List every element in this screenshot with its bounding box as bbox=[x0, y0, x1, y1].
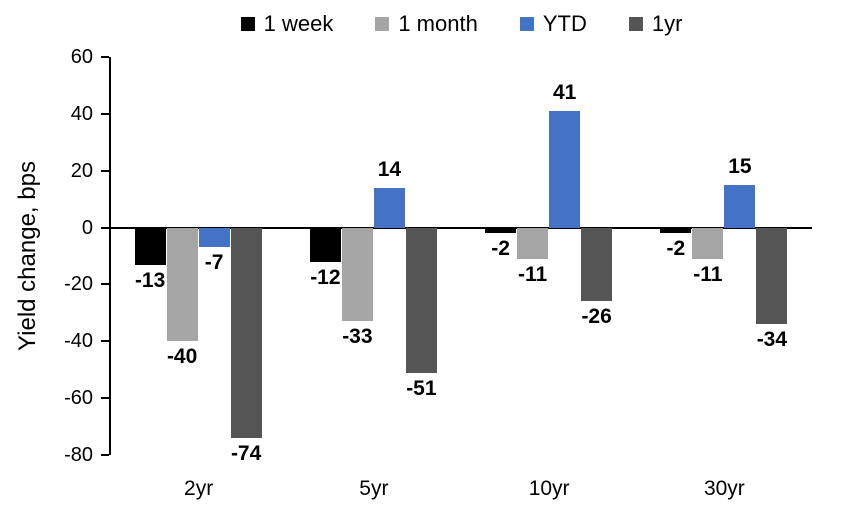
bar-1yr-10yr bbox=[581, 227, 613, 302]
legend-label-1-week: 1 week bbox=[263, 11, 334, 36]
y-tick-label-0: 0 bbox=[81, 216, 93, 239]
chart-legend: 1 week 1 month YTD 1yr bbox=[111, 8, 812, 40]
bar-1-month-5yr bbox=[341, 227, 373, 322]
bar-label-1-week-5yr: -12 bbox=[310, 265, 341, 289]
legend-item-1yr: 1yr bbox=[628, 11, 683, 36]
y-tick-label-40: 40 bbox=[70, 102, 93, 125]
legend-label-1yr: 1yr bbox=[651, 11, 683, 36]
legend-swatch-ytd bbox=[519, 17, 534, 31]
legend-item-1-month: 1 month bbox=[375, 13, 478, 35]
bar-label-1yr-10yr: -26 bbox=[581, 305, 612, 329]
y-tick-20 bbox=[101, 169, 109, 172]
y-tick-label--40: -40 bbox=[64, 330, 93, 353]
legend-swatch-1-week bbox=[240, 17, 255, 31]
bar-ytd-5yr bbox=[373, 187, 405, 228]
bar-label-1yr-30yr: -34 bbox=[756, 328, 788, 352]
x-tick-label-30yr: 30yr bbox=[703, 477, 745, 500]
y-tick--40 bbox=[101, 340, 109, 343]
y-tick-label--60: -60 bbox=[64, 387, 93, 410]
bar-1-month-30yr bbox=[692, 227, 724, 259]
plot-area: 60 40 20 0 -20 -40 -60 -80 2yr -13 -40 -7 -74 5yr -12 -… bbox=[64, 47, 812, 499]
bar-label-ytd-5yr: 14 bbox=[377, 157, 402, 181]
legend-swatch-1-month bbox=[375, 17, 390, 31]
bar-1-month-10yr bbox=[517, 227, 549, 259]
legend-label-ytd: YTD bbox=[542, 11, 587, 36]
y-tick-label--20: -20 bbox=[64, 273, 93, 296]
bar-1-week-10yr bbox=[485, 227, 517, 234]
y-tick-label-60: 60 bbox=[70, 46, 93, 68]
y-tick--80 bbox=[101, 454, 109, 456]
bar-ytd-10yr bbox=[549, 111, 581, 228]
x-tick-label-5yr: 5yr bbox=[359, 477, 389, 500]
bar-ytd-30yr bbox=[724, 184, 756, 228]
bar-ytd-2yr bbox=[198, 227, 230, 248]
bar-1-week-2yr bbox=[134, 227, 166, 265]
bar-1-week-30yr bbox=[660, 227, 692, 234]
bar-label-ytd-2yr: -7 bbox=[204, 251, 224, 275]
legend-label-1-month: 1 month bbox=[398, 11, 478, 36]
zero-axis-line bbox=[111, 226, 812, 229]
bar-label-ytd-10yr: 41 bbox=[552, 81, 577, 104]
y-axis-title: Yield change, bps bbox=[14, 161, 41, 351]
y-tick-40 bbox=[101, 112, 109, 115]
bar-1yr-2yr bbox=[230, 227, 262, 438]
y-tick-60 bbox=[101, 56, 109, 58]
y-tick--60 bbox=[101, 397, 109, 400]
bar-label-1-month-5yr: -33 bbox=[342, 325, 373, 349]
bar-label-1-week-30yr: -2 bbox=[666, 237, 686, 261]
y-tick-label-20: 20 bbox=[70, 159, 93, 182]
bar-label-1-week-2yr: -13 bbox=[134, 268, 166, 292]
legend-item-1-week: 1 week bbox=[240, 11, 334, 36]
x-tick-label-10yr: 10yr bbox=[528, 477, 570, 500]
bar-1yr-30yr bbox=[756, 227, 788, 325]
y-tick-label--80: -80 bbox=[64, 444, 93, 466]
bar-label-1yr-2yr: -74 bbox=[230, 441, 262, 465]
y-tick-0 bbox=[101, 226, 109, 229]
bar-label-1-month-2yr: -40 bbox=[166, 345, 198, 369]
bar-label-1-month-10yr: -11 bbox=[518, 262, 548, 286]
bar-label-1-month-30yr: -11 bbox=[693, 262, 723, 286]
bar-1yr-5yr bbox=[405, 227, 437, 373]
x-tick-label-2yr: 2yr bbox=[184, 477, 214, 500]
legend-swatch-1yr bbox=[628, 17, 643, 31]
legend-item-ytd: YTD bbox=[519, 11, 587, 36]
bar-label-1-week-10yr: -2 bbox=[491, 237, 510, 261]
bar-label-ytd-30yr: 15 bbox=[728, 154, 752, 178]
y-tick--20 bbox=[101, 283, 109, 286]
bar-1-week-5yr bbox=[309, 227, 341, 262]
y-axis-line bbox=[109, 57, 111, 455]
bar-1-month-2yr bbox=[166, 227, 198, 342]
bar-label-1yr-5yr: -51 bbox=[406, 376, 437, 400]
